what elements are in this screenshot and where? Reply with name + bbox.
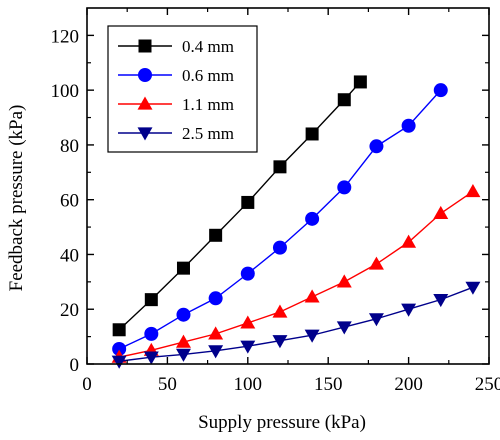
x-tick-label: 50 xyxy=(158,374,177,395)
data-point-1-1-mm xyxy=(240,315,256,329)
legend: 0.4 mm 0.6 mm 1.1 mm 2.5 mm xyxy=(107,25,258,153)
data-point-0-4-mm xyxy=(353,75,367,89)
data-point-1-1-mm xyxy=(401,234,417,248)
x-axis-title: Supply pressure (kPa) xyxy=(198,412,366,433)
y-tick-label: 60 xyxy=(60,191,79,212)
data-point-0-4-mm xyxy=(209,228,223,242)
data-point-0-6-mm xyxy=(337,180,352,195)
y-tick-label: 100 xyxy=(51,81,80,102)
data-point-1-1-mm xyxy=(272,304,288,318)
data-point-0-6-mm xyxy=(144,326,159,341)
data-point-1-1-mm xyxy=(208,326,224,340)
data-point-2-5-mm xyxy=(465,281,481,295)
data-point-2-5-mm xyxy=(368,313,384,327)
x-tick-label: 100 xyxy=(234,374,263,395)
data-point-0-6-mm xyxy=(176,307,191,322)
data-point-2-5-mm xyxy=(433,294,449,308)
data-point-0-6-mm xyxy=(272,240,287,255)
legend-marker-1-1-mm xyxy=(137,96,153,110)
axes-layer: 0 50 100 150 200 250 0 20 40 60 80 100 120 xyxy=(51,7,500,395)
data-point-0-6-mm xyxy=(401,118,416,133)
x-tick-label: 150 xyxy=(314,374,343,395)
data-point-0-4-mm xyxy=(112,323,126,337)
data-point-2-5-mm xyxy=(143,351,159,365)
legend-marker-0-4-mm xyxy=(138,39,152,53)
data-point-1-1-mm xyxy=(336,274,352,288)
series-line-1-1-mm xyxy=(119,190,474,358)
legend-box xyxy=(107,25,258,153)
y-tick-label: 80 xyxy=(60,136,79,157)
data-point-2-5-mm xyxy=(240,340,256,354)
y-tick-label: 120 xyxy=(51,26,80,47)
y-tick-label: 20 xyxy=(60,300,79,321)
data-point-1-1-mm xyxy=(433,205,449,219)
series-line-2-5-mm xyxy=(119,286,474,362)
legend-label-1-1-mm: 1.1 mm xyxy=(182,95,234,114)
data-point-0-6-mm xyxy=(433,83,448,98)
y-tick-label: 40 xyxy=(60,245,79,266)
data-point-0-6-mm xyxy=(240,266,255,281)
data-point-0-6-mm xyxy=(369,139,384,154)
y-axis-title: Feedback pressure (kPa) xyxy=(6,105,27,292)
data-point-1-1-mm xyxy=(176,334,191,348)
data-point-0-4-mm xyxy=(176,261,190,275)
data-point-2-5-mm xyxy=(336,321,352,335)
x-tick-label: 250 xyxy=(475,374,500,395)
x-tick-label: 0 xyxy=(82,374,92,395)
y-tick-label: 0 xyxy=(70,355,80,376)
legend-label-0-4-mm: 0.4 mm xyxy=(182,37,234,56)
legend-marker-2-5-mm xyxy=(137,127,153,141)
data-point-0-4-mm xyxy=(144,293,158,307)
data-point-0-6-mm xyxy=(208,291,223,306)
data-point-0-4-mm xyxy=(305,127,319,141)
data-point-0-6-mm xyxy=(305,211,320,226)
data-point-0-6-mm xyxy=(112,341,127,356)
data-point-0-4-mm xyxy=(273,160,287,174)
data-point-2-5-mm xyxy=(111,355,127,369)
data-point-0-4-mm xyxy=(337,93,351,107)
plot-layer xyxy=(111,75,481,369)
data-point-2-5-mm xyxy=(208,345,224,359)
data-point-2-5-mm xyxy=(401,303,417,317)
legend-label-0-6-mm: 0.6 mm xyxy=(182,66,234,85)
legend-marker-0-6-mm xyxy=(138,68,152,82)
data-point-1-1-mm xyxy=(465,184,481,198)
legend-label-2-5-mm: 2.5 mm xyxy=(182,124,234,143)
data-point-1-1-mm xyxy=(304,289,320,303)
data-point-0-4-mm xyxy=(241,195,255,209)
data-point-1-1-mm xyxy=(368,256,384,270)
data-point-2-5-mm xyxy=(176,348,191,362)
data-point-2-5-mm xyxy=(272,335,288,349)
x-tick-label: 200 xyxy=(394,374,423,395)
data-point-2-5-mm xyxy=(304,329,320,343)
